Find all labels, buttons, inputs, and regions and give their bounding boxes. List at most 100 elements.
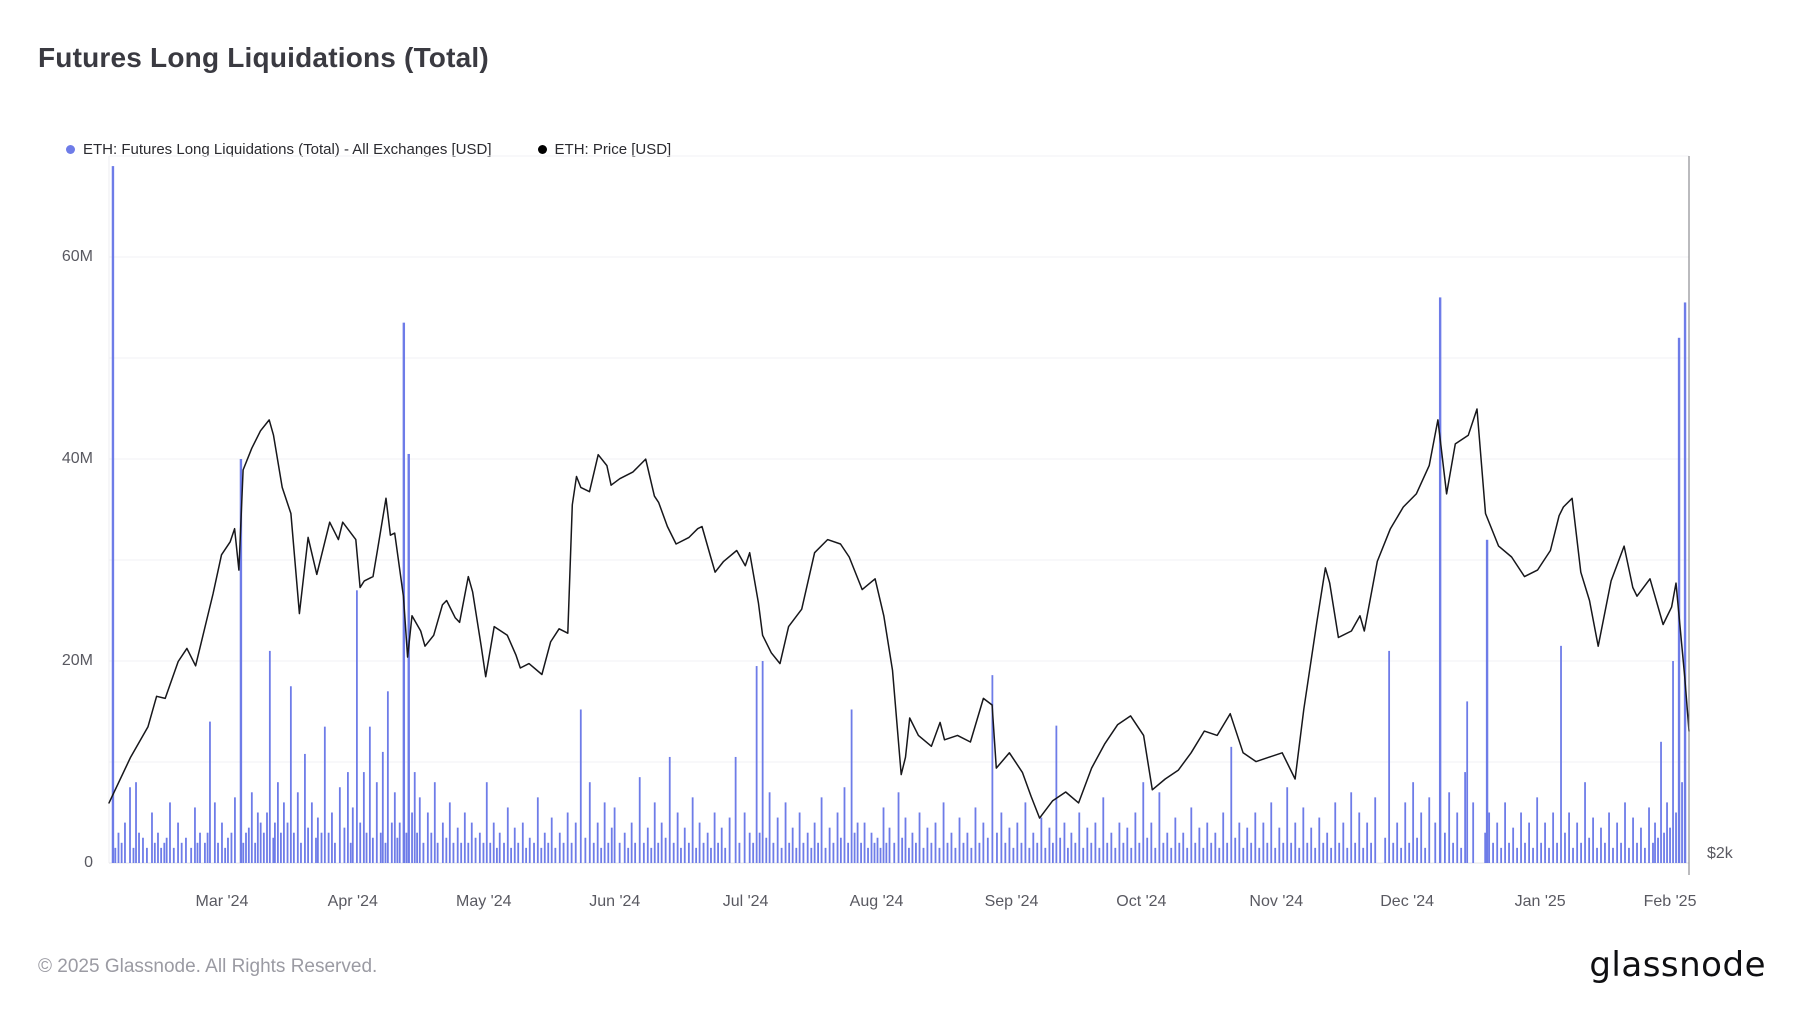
liquidation-bar [1106,842,1109,863]
liquidation-bar [448,802,451,863]
liquidation-bar [1178,842,1181,863]
liquidation-bar [1532,847,1534,863]
liquidation-bar [1218,847,1221,863]
liquidation-bar [1008,827,1011,863]
liquidation-bar [1326,832,1329,863]
liquidation-bar [300,842,302,863]
liquidation-bar [478,832,481,863]
liquidation-bar [1384,837,1387,863]
liquidation-bar [1568,812,1570,863]
liquidation-bar [393,792,396,863]
liquidation-bar [1666,802,1668,863]
liquidation-bar [234,797,236,863]
liquidation-bar [1456,812,1459,863]
liquidation-bar [247,827,250,863]
liquidation-bar [1078,812,1081,863]
liquidation-bar [856,822,859,863]
liquidation-bar [592,842,595,863]
liquidation-bar [1174,817,1177,863]
liquidation-bar [1346,847,1349,863]
liquidation-bar [114,847,117,863]
liquidation-bar [579,709,582,863]
legend-item-liquidations[interactable]: ETH: Futures Long Liquidations (Total) -… [66,141,492,158]
liquidation-bar [536,797,539,863]
liquidation-bar [1408,842,1411,863]
liquidation-bar [1098,847,1101,863]
liquidation-bar [470,822,473,863]
liquidation-bar [860,842,862,863]
liquidation-bar [1608,812,1610,863]
liquidation-bar [938,847,941,863]
liquidation-bar [1443,832,1446,863]
liquidation-bar [1572,847,1574,863]
liquidation-bar [1540,842,1543,863]
liquidation-bar [224,847,227,863]
liquidation-bar [1126,827,1129,863]
liquidation-bar [904,817,907,863]
liquidation-bar [349,842,352,863]
liquidation-bar [752,842,755,863]
liquidation-bar [398,822,401,863]
x-axis-tick-label: Dec '24 [1380,893,1434,910]
liquidation-bar [618,842,621,863]
liquidation-bar [915,842,917,863]
liquidation-bar [1354,842,1357,863]
liquidation-bar [386,691,389,863]
liquidation-bar [1306,842,1309,863]
liquidation-bar [772,842,775,863]
liquidation-bar [554,847,557,863]
liquidation-bar [1114,847,1117,863]
glassnode-logo: glassnode [1589,945,1766,985]
liquidation-bar [758,832,761,863]
liquidation-bar [1138,842,1141,863]
liquidation-bar [901,837,904,863]
liquidation-bar [806,832,809,863]
legend-label-liquidations: ETH: Futures Long Liquidations (Total) -… [83,141,492,158]
liquidation-bar [169,802,171,863]
liquidation-bar [221,822,223,863]
liquidation-bar [1086,827,1089,863]
liquidation-bar [1094,822,1097,863]
liquidation-bar [698,822,701,863]
liquidation-bar [517,842,520,863]
liquidation-bar [638,777,641,863]
liquidation-bar [1683,302,1687,863]
liquidation-bar [256,812,259,863]
liquidation-bar [1438,297,1442,863]
liquidation-bar [331,812,333,863]
liquidation-bar [1580,842,1582,863]
x-axis-tick-label: Oct '24 [1116,893,1167,910]
liquidation-bar [1020,842,1023,863]
liquidation-bar [334,842,336,863]
liquidation-bar [194,807,196,863]
liquidation-bar [304,753,306,863]
liquidation-bar [1338,842,1341,863]
liquidation-bar [802,842,805,863]
liquidation-bar [503,842,505,863]
liquidation-bar [474,837,477,863]
liquidation-bar [657,842,660,863]
liquidation-bar [839,837,842,863]
liquidation-bar [362,772,365,863]
liquidation-bar [788,842,791,863]
liquidation-bar [710,847,712,863]
liquidation-bar [163,842,166,863]
liquidation-bar [1464,772,1467,863]
liquidation-bar [755,666,758,863]
liquidation-bar [1051,842,1054,863]
liquidation-bar [433,782,436,863]
liquidation-bar [280,832,282,863]
liquidation-bar [1070,832,1073,863]
liquidation-bar [242,842,245,863]
liquidation-bar [540,847,543,863]
liquidation-bar [1528,822,1530,863]
liquidation-bar [1362,847,1365,863]
y-axis-tick-label: 60M [61,248,93,265]
liquidation-bar [728,817,731,863]
liquidation-bar [379,832,382,863]
liquidation-bar [547,842,550,863]
legend-item-price[interactable]: ETH: Price [USD] [537,141,671,158]
liquidation-bar [1322,842,1325,863]
